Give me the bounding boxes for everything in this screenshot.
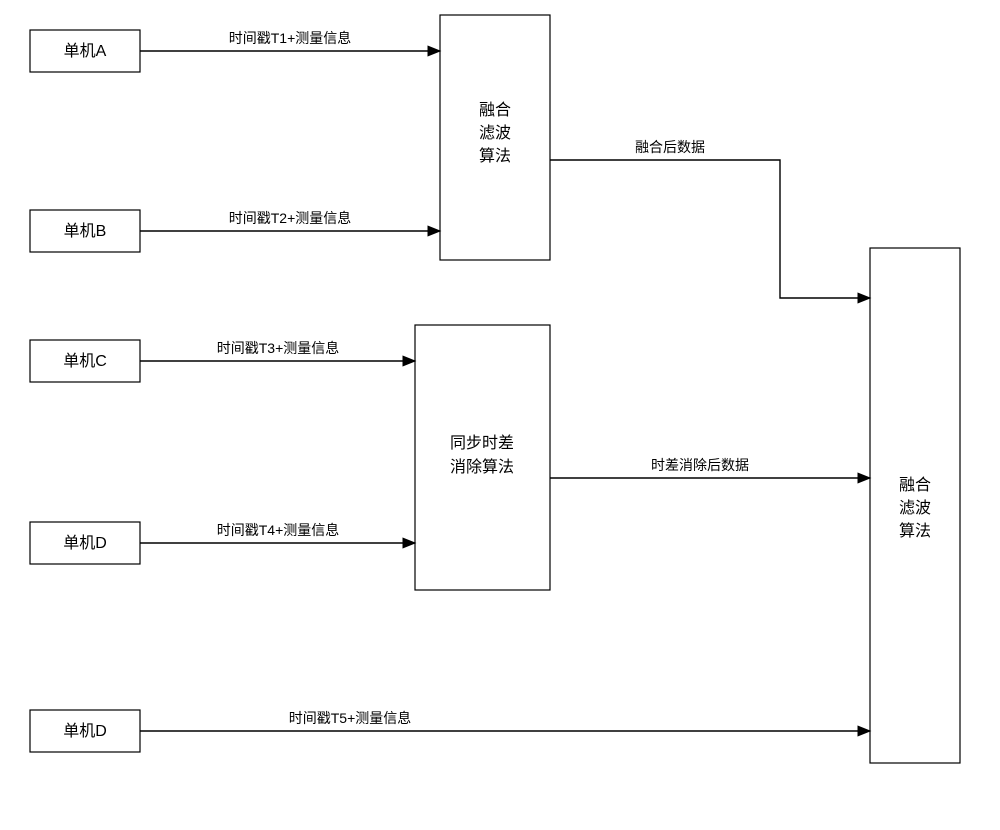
node-fusion-2: 融合 滤波 算法	[870, 248, 960, 763]
edge-sync-to-fusion2: 时差消除后数据	[550, 457, 870, 478]
flowchart-canvas: 单机A 单机B 单机C 单机D 单机D 融合 滤波 算法 同步时差 消除算法 融…	[0, 0, 1000, 830]
node-unit-d-1: 单机D	[30, 522, 140, 564]
edge-b-to-fusion1-label: 时间戳T2+测量信息	[229, 210, 352, 226]
node-fusion-1-line-0: 融合	[479, 101, 511, 119]
edge-c-to-sync: 时间戳T3+测量信息	[140, 340, 415, 361]
edge-fusion1-to-fusion2: 融合后数据	[550, 139, 870, 298]
edge-fusion1-to-fusion2-label: 融合后数据	[635, 139, 705, 155]
node-unit-b-label: 单机B	[64, 222, 107, 240]
node-fusion-1-line-2: 算法	[479, 146, 511, 165]
node-sync-elim-line-1: 消除算法	[450, 457, 514, 476]
edge-d1-to-sync-label: 时间戳T4+测量信息	[217, 522, 340, 538]
node-unit-a-label: 单机A	[64, 42, 107, 60]
node-sync-elim-line-0: 同步时差	[450, 434, 514, 452]
node-unit-d-2-label: 单机D	[63, 722, 107, 740]
node-unit-d-2: 单机D	[30, 710, 140, 752]
node-fusion-2-line-2: 算法	[899, 521, 931, 540]
edge-c-to-sync-label: 时间戳T3+测量信息	[217, 340, 340, 356]
edge-a-to-fusion1-label: 时间戳T1+测量信息	[229, 30, 352, 46]
edge-d2-to-fusion2: 时间戳T5+测量信息	[140, 710, 870, 731]
node-unit-d-1-label: 单机D	[63, 534, 107, 552]
node-fusion-2-line-0: 融合	[899, 476, 931, 494]
edge-d2-to-fusion2-label: 时间戳T5+测量信息	[289, 710, 412, 726]
edge-a-to-fusion1: 时间戳T1+测量信息	[140, 30, 440, 51]
edge-sync-to-fusion2-label: 时差消除后数据	[651, 457, 749, 473]
node-fusion-1: 融合 滤波 算法	[440, 15, 550, 260]
node-unit-a: 单机A	[30, 30, 140, 72]
node-unit-c-label: 单机C	[63, 352, 107, 370]
node-unit-b: 单机B	[30, 210, 140, 252]
node-fusion-1-line-1: 滤波	[479, 124, 511, 142]
node-unit-c: 单机C	[30, 340, 140, 382]
edge-b-to-fusion1: 时间戳T2+测量信息	[140, 210, 440, 231]
node-fusion-2-line-1: 滤波	[899, 499, 931, 517]
edge-d1-to-sync: 时间戳T4+测量信息	[140, 522, 415, 543]
node-sync-elim: 同步时差 消除算法	[415, 325, 550, 590]
